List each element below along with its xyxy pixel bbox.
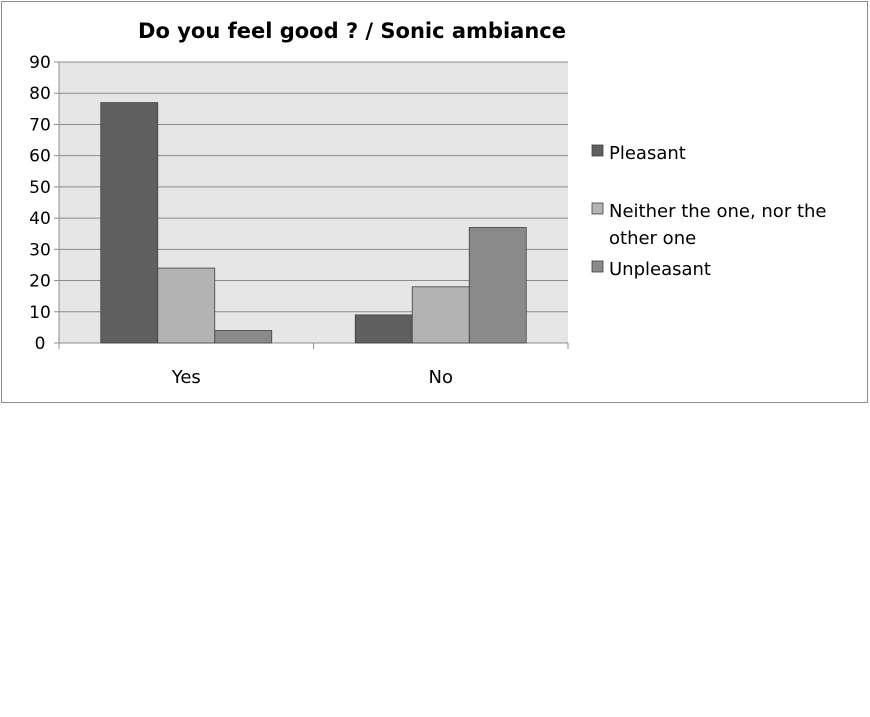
bar — [100, 102, 159, 344]
chart-title: Do you feel good ? / Sonic ambiance — [138, 19, 566, 43]
bar — [468, 227, 527, 344]
bar — [214, 330, 273, 344]
y-tick-label: 60 — [29, 147, 51, 167]
plot-area: 0 10 20 30 40 50 60 70 80 90 Yes No — [29, 53, 569, 388]
x-category-label: Yes — [171, 367, 201, 388]
legend-label: Pleasant — [609, 143, 686, 164]
bar — [354, 314, 413, 344]
legend-swatch — [591, 202, 604, 215]
legend-swatch — [591, 260, 604, 273]
y-tick-label: 70 — [29, 115, 51, 135]
y-tick-label: 10 — [29, 303, 51, 323]
bar — [411, 286, 470, 344]
legend-label: Neither the one, nor the — [609, 201, 827, 222]
y-tick-label: 0 — [35, 334, 46, 354]
legend: Pleasant Neither the one, nor the other on… — [591, 143, 827, 280]
legend-swatch — [591, 144, 604, 157]
y-tick-label: 90 — [29, 53, 51, 73]
bar-chart: Do you feel good ? / Sonic ambiance 0 10 2… — [29, 19, 827, 388]
y-tick-label: 40 — [29, 209, 51, 229]
y-tick-label: 20 — [29, 272, 51, 292]
legend-label: Unpleasant — [609, 259, 711, 280]
legend-label: other one — [609, 228, 696, 249]
y-tick-label: 30 — [29, 240, 51, 260]
x-category-label: No — [429, 367, 453, 388]
y-tick-label: 80 — [29, 84, 51, 104]
bar — [157, 267, 216, 344]
y-tick-label: 50 — [29, 178, 51, 198]
